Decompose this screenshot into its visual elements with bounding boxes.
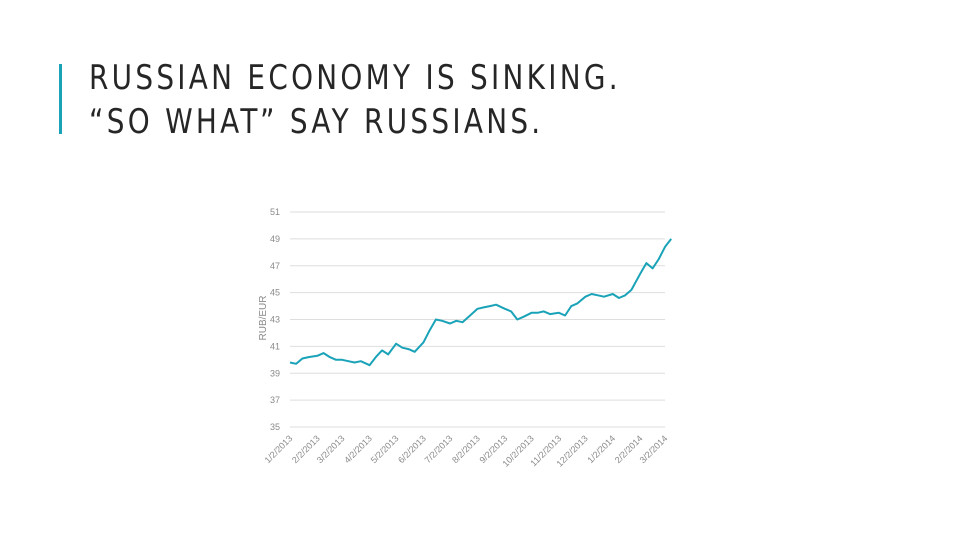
x-axis-ticks: 1/2/20132/2/20133/2/20134/2/20135/2/2013…	[263, 433, 670, 468]
x-tick-label: 6/2/2013	[396, 433, 428, 465]
x-tick-label: 4/2/2013	[342, 433, 374, 465]
x-tick-label: 7/2/2013	[423, 433, 455, 465]
x-tick-label: 8/2/2013	[450, 433, 482, 465]
y-tick-label: 45	[270, 288, 280, 298]
x-tick-label: 1/2/2013	[263, 433, 295, 465]
chart-grid	[290, 211, 665, 428]
x-tick-label: 5/2/2013	[369, 433, 401, 465]
y-tick-label: 49	[270, 234, 280, 244]
y-axis-ticks: 35 37 39 41 43 45 47 49 51	[270, 207, 280, 432]
series-line	[289, 238, 672, 367]
y-tick-label: 39	[270, 368, 280, 378]
slide-title: RUSSIAN ECONOMY IS SINKING. “SO WHAT” SA…	[89, 56, 621, 144]
y-tick-label: 47	[270, 261, 280, 271]
y-tick-label: 35	[270, 422, 280, 432]
exchange-rate-chart: 35 37 39 41 43 45 47 49 51 1/2/20132/2/20133/2/2…	[258, 207, 672, 469]
y-tick-label: 37	[270, 395, 280, 405]
x-tick-label: 1/2/2014	[585, 433, 617, 465]
title-line-1: RUSSIAN ECONOMY IS SINKING.	[89, 58, 621, 98]
y-tick-label: 41	[270, 341, 280, 351]
title-accent-bar	[59, 64, 62, 134]
y-tick-label: 43	[270, 315, 280, 325]
title-line-2: “SO WHAT” SAY RUSSIANS.	[89, 102, 544, 142]
y-tick-label: 51	[270, 207, 280, 217]
y-axis-label: RUB/EUR	[258, 295, 269, 340]
